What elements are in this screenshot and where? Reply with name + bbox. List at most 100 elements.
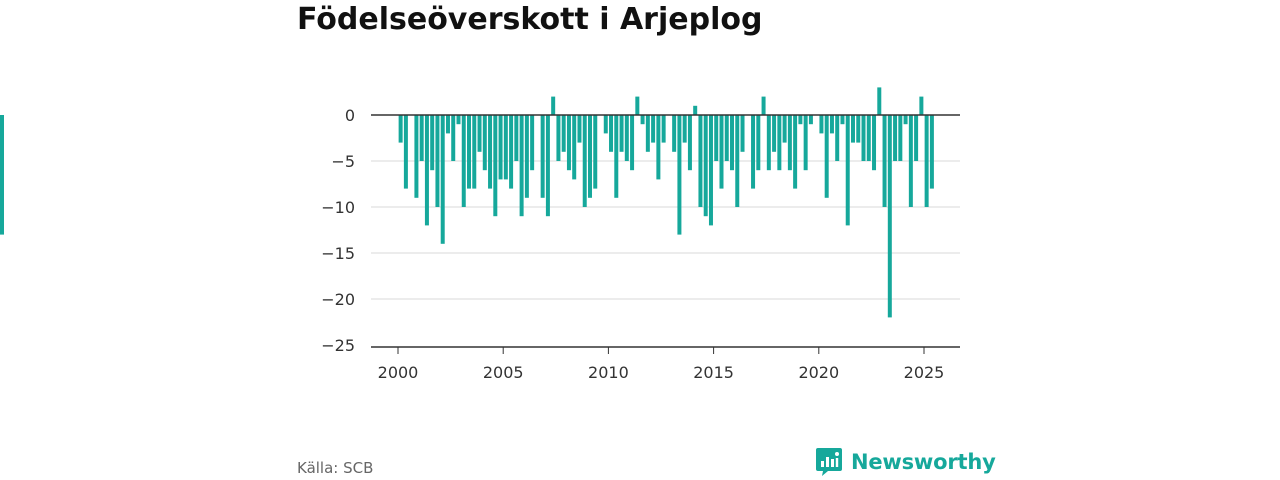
bar	[787, 115, 792, 171]
bar	[866, 115, 871, 161]
bars	[0, 87, 934, 318]
bar	[656, 115, 661, 180]
bar	[903, 115, 908, 125]
bar	[924, 115, 929, 207]
bar	[766, 115, 771, 171]
bar	[398, 115, 403, 143]
bar	[430, 115, 435, 171]
bar	[424, 115, 429, 226]
brand-name: Newsworthy	[851, 450, 996, 474]
bar	[445, 115, 450, 134]
bar	[472, 115, 477, 189]
bar	[530, 115, 535, 171]
bar	[456, 115, 461, 125]
bar	[477, 115, 482, 152]
axes	[371, 114, 960, 348]
bar	[482, 115, 487, 171]
x-tick-label: 2000	[378, 363, 419, 382]
bar	[761, 96, 766, 115]
bar	[751, 115, 756, 189]
bar	[545, 115, 550, 217]
bar	[461, 115, 466, 207]
chart-title: Födelseöverskott i Arjeplog	[297, 2, 763, 37]
source-note: Källa: SCB	[297, 459, 374, 477]
x-tick-label: 2010	[588, 363, 629, 382]
bar	[803, 115, 808, 171]
y-tick-label: −20	[321, 290, 355, 309]
bar	[624, 115, 629, 161]
bar	[682, 115, 687, 143]
bar	[919, 96, 924, 115]
bar	[556, 115, 561, 161]
bar	[914, 115, 919, 161]
bar	[677, 115, 682, 235]
bar	[724, 115, 729, 161]
bar	[414, 115, 419, 198]
bar	[693, 105, 698, 115]
bar	[845, 115, 850, 226]
bar	[782, 115, 787, 143]
bar	[551, 96, 556, 115]
bar	[566, 115, 571, 171]
y-tick-label: −10	[321, 198, 355, 217]
bar	[609, 115, 614, 152]
bar	[614, 115, 619, 198]
bar	[887, 115, 892, 318]
bar	[835, 115, 840, 161]
y-tick-label: −5	[331, 152, 355, 171]
bar	[740, 115, 745, 152]
bar	[929, 115, 934, 189]
bar	[777, 115, 782, 171]
bar	[509, 115, 514, 189]
bar	[498, 115, 503, 180]
bar	[572, 115, 577, 180]
bar	[519, 115, 524, 217]
bar	[850, 115, 855, 143]
bar	[635, 96, 640, 115]
bar	[451, 115, 456, 161]
y-tick-label: 0	[345, 106, 355, 125]
bar	[877, 87, 882, 115]
bar	[793, 115, 798, 189]
bar	[824, 115, 829, 198]
bar	[819, 115, 824, 134]
bar	[861, 115, 866, 161]
bar	[703, 115, 708, 217]
bar	[524, 115, 529, 198]
bar	[645, 115, 650, 152]
bar	[908, 115, 913, 207]
brand-logo: Newsworthy	[815, 447, 996, 477]
bar	[708, 115, 713, 226]
bar	[403, 115, 408, 189]
bar	[882, 115, 887, 207]
bar	[672, 115, 677, 152]
bar	[577, 115, 582, 143]
x-tick-label: 2015	[693, 363, 734, 382]
bar	[603, 115, 608, 134]
bar	[540, 115, 545, 198]
bar	[798, 115, 803, 125]
bar	[587, 115, 592, 198]
y-axis-ticks: 0 −5 −10 −15 −20 −25	[321, 106, 355, 355]
bar	[735, 115, 740, 207]
bar	[893, 115, 898, 161]
gridlines	[371, 160, 960, 300]
bar	[582, 115, 587, 207]
bar	[840, 115, 845, 125]
bar	[898, 115, 903, 161]
bar	[730, 115, 735, 171]
bar	[714, 115, 719, 161]
bar	[514, 115, 519, 161]
y-tick-label: −15	[321, 244, 355, 263]
bar	[419, 115, 424, 161]
bar	[698, 115, 703, 207]
bar	[772, 115, 777, 152]
bar	[630, 115, 635, 171]
bar	[561, 115, 566, 152]
bar	[829, 115, 834, 134]
bar	[0, 115, 4, 235]
x-axis-ticks: 2000 2005 2010 2015 2020 2025	[378, 347, 944, 382]
bar	[719, 115, 724, 189]
bar	[640, 115, 645, 125]
